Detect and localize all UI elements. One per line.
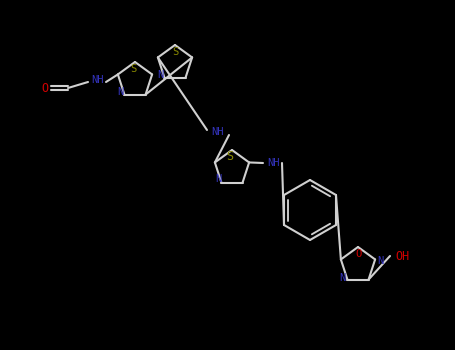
Text: N: N <box>117 86 124 97</box>
Text: S: S <box>172 47 178 57</box>
Text: S: S <box>227 150 233 163</box>
Text: NH: NH <box>91 75 103 85</box>
Text: S: S <box>130 64 136 74</box>
Text: N: N <box>339 273 345 282</box>
Text: OH: OH <box>395 250 409 262</box>
Text: N: N <box>377 257 383 266</box>
Text: N: N <box>157 70 163 79</box>
Text: NH: NH <box>211 127 223 137</box>
Text: O: O <box>356 249 362 259</box>
Text: NH: NH <box>268 158 280 168</box>
Text: N: N <box>215 174 222 183</box>
Text: O: O <box>41 82 49 95</box>
